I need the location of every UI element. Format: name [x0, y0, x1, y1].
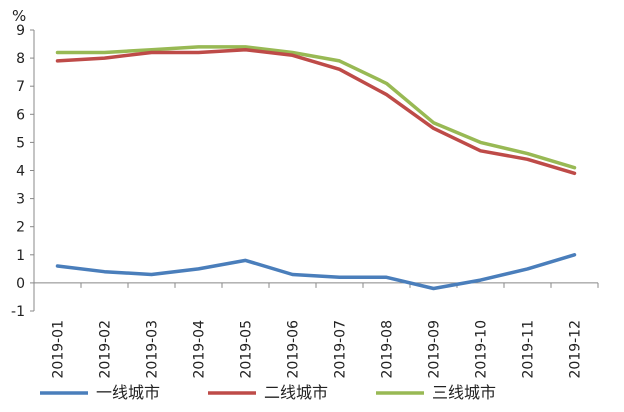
legend-label: 一线城市	[96, 383, 160, 402]
y-tick-label: 6	[16, 107, 25, 123]
y-tick-label: 4	[16, 164, 25, 180]
y-tick-label: 2	[16, 220, 25, 236]
y-tick-label: 1	[16, 248, 25, 264]
y-unit-label: %	[12, 7, 26, 25]
y-tick-label: -1	[11, 304, 25, 320]
x-tick-label: 2019-04	[192, 320, 208, 379]
x-tick-label: 2019-03	[145, 320, 161, 379]
x-tick-label: 2019-05	[239, 320, 255, 379]
series-lines	[55, 45, 577, 291]
y-tick-labels: -1 0 1 2 3 4 5 6 7 8 9	[11, 23, 25, 320]
x-tick-label: 2019-11	[521, 320, 537, 379]
y-tick-label: 8	[16, 51, 25, 67]
y-tick-label: 0	[16, 276, 25, 292]
legend-label: 二线城市	[264, 383, 328, 402]
legend-label: 三线城市	[432, 383, 496, 402]
x-tick-label: 2019-01	[51, 320, 67, 379]
x-tick-label: 2019-02	[98, 320, 114, 379]
axes	[30, 29, 599, 312]
x-tick-label: 2019-06	[286, 320, 302, 379]
x-tick-label: 2019-07	[333, 320, 349, 379]
y-tick-label: 5	[16, 135, 25, 151]
series-line-3	[55, 45, 577, 170]
x-tick-label: 2019-12	[568, 320, 584, 379]
series-line-1	[55, 253, 577, 291]
x-tick-labels: 2019-01 2019-02 2019-03 2019-04 2019-05 2019-…	[51, 320, 584, 379]
x-tick-label: 2019-10	[474, 320, 490, 379]
y-tick-label: 7	[16, 79, 25, 95]
x-tick-label: 2019-09	[427, 320, 443, 379]
x-tick-label: 2019-08	[380, 320, 396, 379]
y-tick-label: 3	[16, 192, 25, 208]
series-line-2	[55, 47, 577, 176]
y-tick-label: 9	[16, 23, 25, 39]
legend: 一线城市 二线城市 三线城市	[40, 383, 496, 402]
